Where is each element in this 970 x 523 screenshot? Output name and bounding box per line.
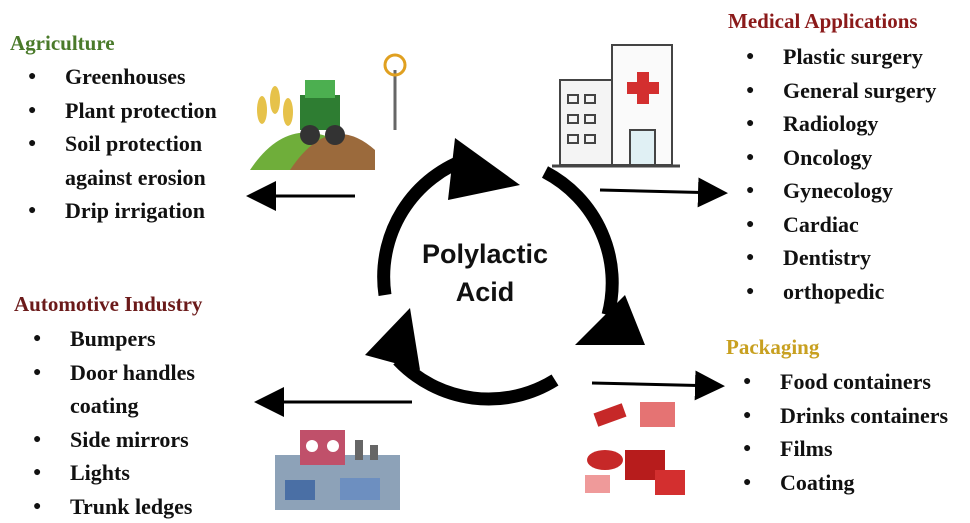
section-list: Food containersDrinks containersFilmsCoa… [743,365,970,499]
list-item: orthopedic [746,275,970,309]
list-item: Cardiac [746,208,970,242]
list-item: Lights [33,456,220,490]
center-line: Acid [400,273,570,311]
arrow [592,383,719,386]
section-list: GreenhousesPlant protectionSoil protecti… [28,60,245,228]
list-item: Gynecology [746,174,970,208]
agriculture-icon [250,55,405,170]
hospital-icon [552,45,680,166]
list-item: Radiology [746,107,970,141]
list-item: Oncology [746,141,970,175]
arrow [600,190,722,193]
center-label: Polylactic Acid [400,235,570,311]
cycle-arc [398,360,555,399]
list-item: Bumpers [33,322,220,356]
page: Polylactic Acid Agriculture GreenhousesP… [0,0,970,517]
section-list: Plastic surgeryGeneral surgeryRadiologyO… [746,40,970,308]
section-title: Agriculture [10,31,115,56]
list-item: Door handles coating [33,356,220,423]
arrow-head [448,138,520,200]
list-item: Dentistry [746,241,970,275]
list-item: Films [743,432,970,466]
factory-icon [275,430,400,510]
list-item: Soil protection against erosion [28,127,245,194]
section-title: Medical Applications [728,9,918,34]
arrow-head [365,308,420,370]
center-line: Polylactic [400,235,570,273]
section-title: Automotive Industry [14,292,202,317]
list-item: General surgery [746,74,970,108]
list-item: Food containers [743,365,970,399]
list-item: Coating [743,466,970,500]
list-item: Side mirrors [33,423,220,457]
list-item: Drip irrigation [28,194,245,228]
section-title: Packaging [726,335,819,360]
packaging-icon [585,402,685,495]
section-list: BumpersDoor handles coatingSide mirrorsL… [33,322,220,523]
list-item: Plastic surgery [746,40,970,74]
list-item: Greenhouses [28,60,245,94]
list-item: Drinks containers [743,399,970,433]
list-item: Trunk ledges [33,490,220,523]
list-item: Plant protection [28,94,245,128]
